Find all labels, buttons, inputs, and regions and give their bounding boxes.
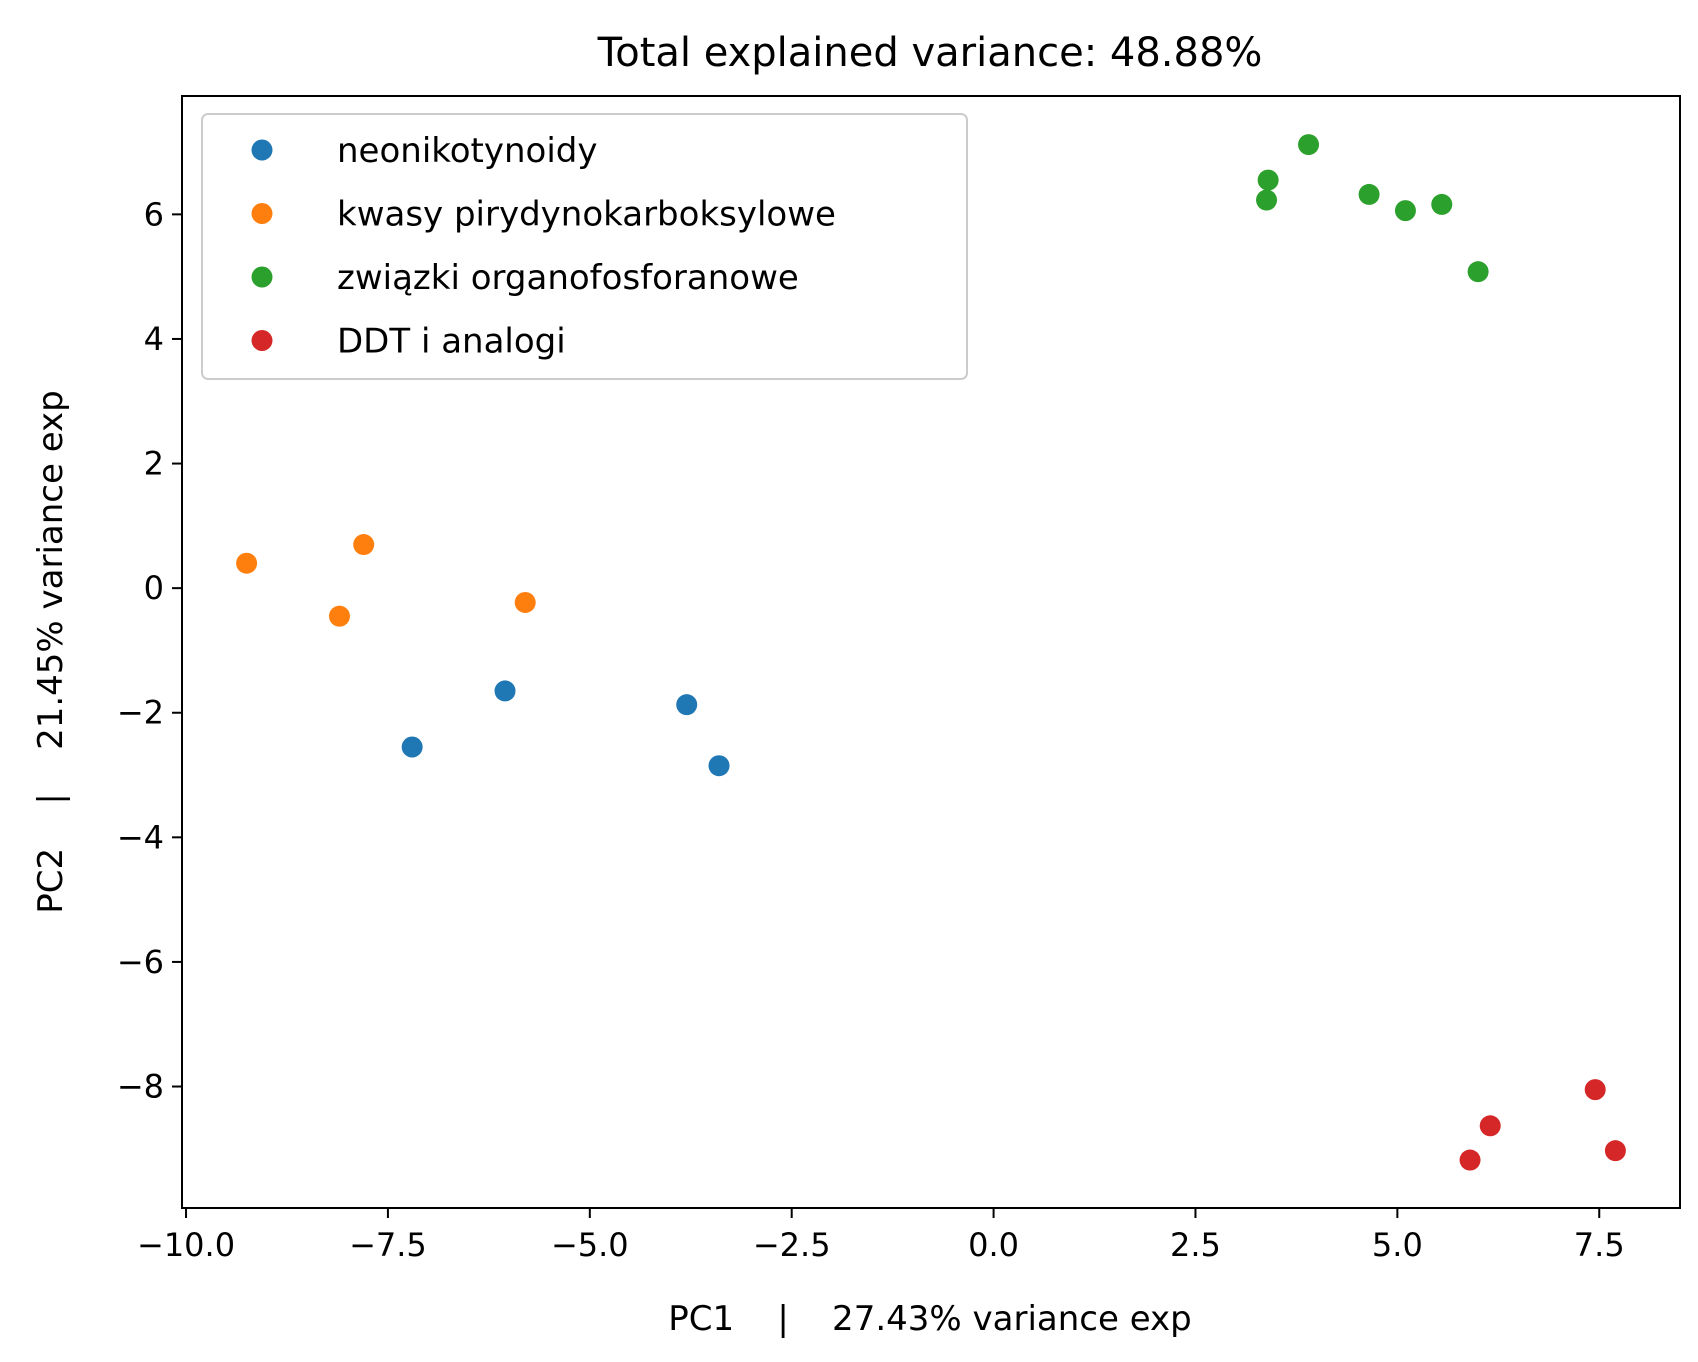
chart-title: Total explained variance: 48.88% <box>597 30 1263 76</box>
data-point <box>353 534 375 556</box>
x-tick-label: −2.5 <box>753 1226 831 1264</box>
data-point <box>236 552 258 574</box>
data-point <box>328 605 350 627</box>
data-point <box>1257 169 1279 191</box>
x-tick-label: 0.0 <box>968 1226 1019 1264</box>
data-points <box>236 134 1626 1171</box>
x-tick-label: −7.5 <box>349 1226 427 1264</box>
legend-marker <box>251 266 273 288</box>
x-tick-label: −10.0 <box>137 1226 235 1264</box>
x-tick-label: 2.5 <box>1170 1226 1221 1264</box>
y-axis-ticks: −8 −6 −4 −2 0 2 4 6 <box>117 195 182 1106</box>
y-tick-label: 6 <box>144 195 164 233</box>
data-point <box>494 680 516 702</box>
x-axis-label: PC1 | 27.43% variance exp <box>668 1299 1191 1339</box>
legend-frame <box>201 113 968 380</box>
data-point <box>676 694 698 716</box>
y-tick-label: 0 <box>144 569 164 607</box>
data-point <box>1584 1079 1606 1101</box>
x-tick-label: 5.0 <box>1372 1226 1423 1264</box>
legend-label: neonikotynoidy <box>337 131 598 171</box>
data-point <box>1394 200 1416 222</box>
data-point <box>514 591 536 613</box>
plot-frame <box>181 95 1681 1209</box>
legend-label: kwasy pirydynokarboksylowe <box>337 195 836 235</box>
y-tick-label: −6 <box>117 943 164 981</box>
data-point <box>708 755 730 777</box>
y-tick-label: 2 <box>144 445 164 483</box>
legend-marker <box>251 139 273 161</box>
y-axis-label: PC2 | 21.45% variance exp <box>31 390 71 913</box>
data-point <box>1298 134 1320 156</box>
data-point <box>1604 1140 1626 1162</box>
data-point <box>1256 189 1278 211</box>
x-axis-ticks: −10.0 −7.5 −5.0 −2.5 0.0 2.5 5.0 7.5 <box>137 1208 1625 1264</box>
y-tick-label: −2 <box>117 694 164 732</box>
y-tick-label: −4 <box>117 818 164 856</box>
legend-marker <box>251 330 273 351</box>
data-point <box>1431 193 1453 215</box>
data-point <box>401 736 423 758</box>
y-tick-label: −8 <box>117 1068 164 1106</box>
data-point <box>1467 261 1489 283</box>
x-tick-label: 7.5 <box>1574 1226 1625 1264</box>
plot-area <box>181 95 1681 1209</box>
legend: neonikotynoidy kwasy pirydynokarboksylowe… <box>201 113 968 380</box>
data-point <box>1459 1149 1481 1171</box>
legend-label: związki organofosforanowe <box>337 258 799 298</box>
data-point <box>1479 1115 1501 1137</box>
y-tick-label: 4 <box>144 320 164 358</box>
legend-label: DDT i analogi <box>337 322 566 362</box>
legend-marker <box>251 203 273 224</box>
data-point <box>1358 183 1380 205</box>
x-tick-label: −5.0 <box>551 1226 629 1264</box>
